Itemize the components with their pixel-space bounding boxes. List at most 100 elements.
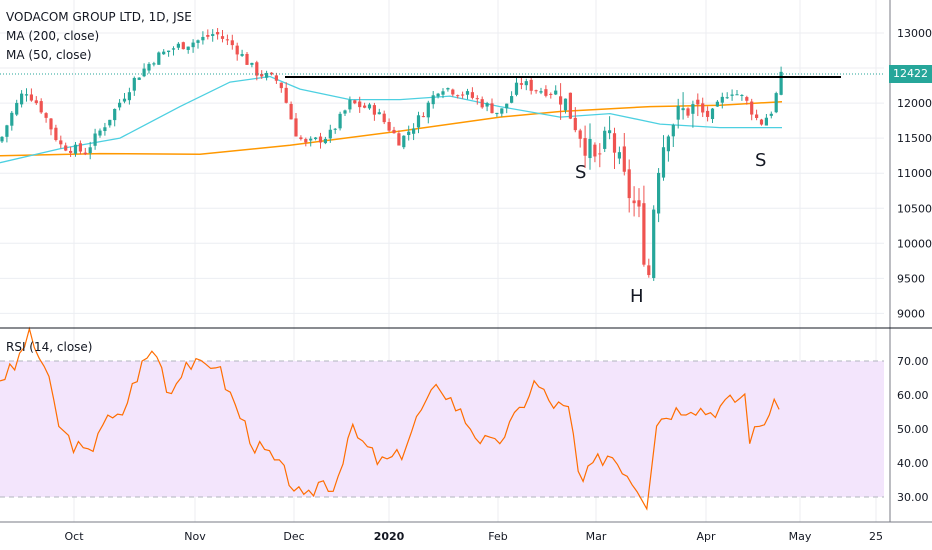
candle-body-152 — [745, 97, 749, 101]
candle-body-31 — [152, 63, 156, 65]
candle-body-142 — [696, 99, 700, 105]
rsi-band-lines — [0, 360, 884, 498]
candle-body-59 — [289, 103, 293, 120]
candle-body-16 — [78, 143, 82, 152]
candle-body-135 — [661, 147, 666, 178]
candle-body-89 — [436, 93, 440, 97]
candle-body-107 — [524, 81, 528, 86]
candle-body-72 — [353, 100, 357, 104]
candle-body-150 — [735, 94, 739, 96]
candle-body-145 — [710, 108, 715, 120]
rsi-legend: RSI (14, close) — [6, 340, 93, 354]
candle-body-88 — [431, 95, 435, 105]
candle-body-50 — [245, 53, 249, 65]
candle-body-11 — [54, 127, 58, 141]
ma50-line — [0, 75, 782, 164]
candle-body-91 — [446, 88, 450, 90]
candle-body-97 — [475, 98, 479, 100]
candle-body-138 — [676, 105, 680, 120]
x-tick-1: Nov — [184, 530, 206, 543]
candle-body-118 — [578, 130, 582, 139]
grid-lines — [0, 0, 884, 522]
candle-body-77 — [377, 112, 381, 115]
candle-body-114 — [559, 96, 563, 105]
candle-body-79 — [387, 122, 391, 131]
candle-body-119 — [583, 138, 587, 156]
candle-body-47 — [230, 40, 234, 46]
candle-body-56 — [274, 75, 278, 81]
price-tick-2: 10000 — [897, 237, 932, 250]
pattern-annotations: S H S — [575, 150, 766, 307]
candles — [0, 28, 783, 281]
rsi-tick-3: 60.00 — [897, 389, 929, 402]
x-tick-0: Oct — [64, 530, 84, 543]
candle-body-2 — [10, 112, 14, 126]
candle-body-13 — [64, 145, 68, 151]
candle-body-38 — [186, 46, 190, 50]
candle-body-80 — [392, 129, 396, 134]
candle-body-64 — [314, 137, 318, 140]
ma200-line — [0, 100, 783, 157]
candle-body-99 — [485, 103, 489, 107]
x-tick-3: 2020 — [374, 530, 405, 543]
candle-body-139 — [681, 108, 685, 111]
candle-body-86 — [421, 116, 425, 118]
candle-body-65 — [318, 136, 323, 143]
candle-body-155 — [759, 119, 764, 125]
candle-body-6 — [29, 94, 33, 101]
candle-body-121 — [593, 144, 597, 157]
price-tick-4: 11000 — [897, 167, 932, 180]
rsi-tick-4: 70.00 — [897, 355, 929, 368]
candle-body-112 — [549, 93, 553, 95]
candle-body-143 — [701, 103, 705, 113]
rsi-tick-1: 40.00 — [897, 457, 929, 470]
candle-body-17 — [83, 152, 87, 155]
rsi-tick-2: 50.00 — [897, 423, 929, 436]
candle-body-67 — [328, 129, 332, 139]
candle-body-109 — [534, 90, 538, 92]
candle-body-122 — [598, 153, 602, 155]
y-axis-ticks: 9000 9500 10000 10500 11000 11500 12000 13000 30… — [897, 27, 932, 504]
candle-body-54 — [265, 72, 269, 78]
candle-body-87 — [426, 102, 430, 118]
candle-body-36 — [176, 43, 180, 48]
candle-body-128 — [627, 169, 631, 199]
x-axis-ticks: Oct Nov Dec 2020 Feb Mar Apr May 25 — [64, 530, 883, 543]
candle-body-136 — [666, 136, 670, 152]
candle-body-101 — [495, 112, 499, 115]
candle-body-35 — [171, 48, 176, 50]
x-tick-8: 25 — [869, 530, 883, 543]
annotation-2: S — [755, 150, 766, 171]
candle-body-103 — [505, 103, 509, 109]
candle-body-19 — [93, 133, 97, 146]
candle-body-53 — [260, 73, 264, 77]
price-tick-1: 9500 — [897, 272, 925, 285]
candle-body-126 — [617, 152, 621, 159]
candle-body-148 — [725, 97, 729, 99]
candle-body-149 — [730, 94, 734, 96]
candle-body-134 — [657, 172, 661, 214]
candle-body-22 — [108, 119, 112, 126]
candle-body-1 — [5, 125, 9, 137]
candle-body-125 — [612, 133, 617, 153]
candle-body-115 — [563, 98, 568, 111]
candle-body-30 — [147, 63, 151, 71]
candle-body-146 — [715, 101, 719, 107]
rsi-path — [0, 326, 780, 511]
x-tick-6: Apr — [696, 530, 716, 543]
candle-body-43 — [211, 34, 215, 36]
candle-body-71 — [348, 99, 352, 110]
ma200-legend: MA (200, close) — [6, 29, 100, 43]
candle-body-153 — [750, 101, 754, 115]
candle-body-45 — [220, 36, 225, 39]
candle-body-96 — [470, 92, 474, 98]
candle-body-92 — [451, 89, 455, 95]
ma50-legend: MA (50, close) — [6, 48, 92, 62]
candle-body-116 — [568, 92, 572, 119]
candle-body-12 — [59, 140, 63, 145]
candle-body-63 — [309, 138, 313, 141]
ma200-path — [0, 100, 783, 157]
candle-body-15 — [73, 144, 78, 154]
candle-body-159 — [779, 71, 783, 95]
